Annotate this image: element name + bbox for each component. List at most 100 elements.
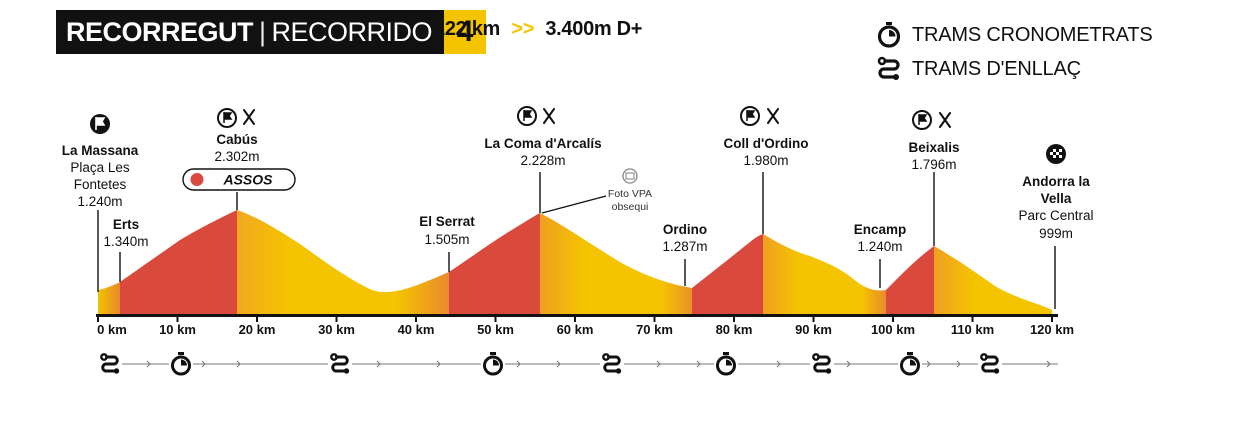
axis-tick-label: 120 km xyxy=(1030,322,1074,337)
point-altitude: 1.980m xyxy=(743,153,788,168)
direction-arrow xyxy=(696,360,701,368)
route-icon xyxy=(600,352,624,376)
point-coll-dordino: Coll d'Ordino 1.980m xyxy=(724,106,809,168)
point-name: La Massana xyxy=(62,143,139,158)
transfer-segment-5 xyxy=(934,246,1052,314)
point-el-serrat: El Serrat 1.505m xyxy=(419,214,475,247)
timed-segment-2 xyxy=(449,213,540,314)
stopwatch-icon xyxy=(898,352,922,376)
point-name: Vella xyxy=(1041,191,1072,206)
camera-icon xyxy=(622,168,638,184)
transfer-segment-4 xyxy=(763,234,886,314)
photo-point: Foto VPA obsequi xyxy=(608,168,652,213)
point-cabus: Cabús 2.302m ASSOS xyxy=(182,108,296,191)
segment-strip xyxy=(98,352,1058,376)
point-la-massana: La Massana Plaça Les Fontetes 1.240m xyxy=(62,114,139,209)
axis-tick-label: 90 km xyxy=(795,322,832,337)
direction-arrow xyxy=(776,360,781,368)
sponsor-badge: ASSOS xyxy=(182,168,296,191)
point-ordino: Ordino 1.287m xyxy=(662,222,707,254)
axis-tick-label: 70 km xyxy=(636,322,673,337)
point-name: Ordino xyxy=(663,222,707,237)
legend: TRAMS CRONOMETRATS TRAMS D'ENLLAÇ xyxy=(876,18,1153,86)
legend-transfer: TRAMS D'ENLLAÇ xyxy=(876,52,1152,86)
direction-arrow xyxy=(516,360,521,368)
point-name: Parc Central xyxy=(1018,208,1093,223)
timed-segment-4 xyxy=(886,246,934,314)
legend-timed: TRAMS CRONOMETRATS xyxy=(876,18,1153,52)
photo-note-line: obsequi xyxy=(612,201,649,213)
title-main: RECORREGUT xyxy=(66,16,254,47)
axis-tick-label: 30 km xyxy=(318,322,355,337)
stopwatch-icon xyxy=(169,352,193,376)
axis-tick-label: 110 km xyxy=(951,322,994,337)
title-separator: | xyxy=(259,16,266,47)
route-icon xyxy=(98,352,122,376)
food-icon xyxy=(939,112,951,128)
point-name: Encamp xyxy=(854,222,907,237)
timed-segment-3 xyxy=(692,234,763,314)
point-altitude: 1.240m xyxy=(857,239,902,254)
point-altitude: 1.796m xyxy=(911,157,956,172)
timed-segment-1 xyxy=(120,210,237,314)
direction-arrow xyxy=(236,360,241,368)
legend-transfer-label: TRAMS D'ENLLAÇ xyxy=(912,57,1081,80)
stage-stats: 122 km >> 3.400m D+ xyxy=(434,18,642,41)
direction-arrow xyxy=(376,360,381,368)
point-name: El Serrat xyxy=(419,214,475,229)
axis-tick-label: 50 km xyxy=(477,322,514,337)
axis-tick-label: 60 km xyxy=(557,322,594,337)
direction-arrow xyxy=(956,360,961,368)
sponsor-name: ASSOS xyxy=(222,172,273,188)
transfer-segment-3 xyxy=(540,213,692,314)
legend-timed-label: TRAMS CRONOMETRATS xyxy=(912,23,1153,46)
distance-value: 122 km xyxy=(434,18,501,40)
point-altitude: 2.228m xyxy=(520,153,565,168)
route-icon xyxy=(877,56,900,80)
stopwatch-icon xyxy=(481,352,505,376)
axis-tick-labels: 0 km 10 km 20 km 30 km 40 km 50 km 60 km 70 km 8… xyxy=(97,322,1074,337)
point-altitude: 1.340m xyxy=(103,234,148,249)
point-name: Cabús xyxy=(216,132,257,147)
point-name: Andorra la xyxy=(1022,174,1090,189)
axis-tick-label: 10 km xyxy=(159,322,196,337)
axis-tick-label: 0 km xyxy=(97,322,127,337)
stage-title-bar: RECORREGUT | RECORRIDO 4 xyxy=(56,10,487,54)
checkpoint-flag-icon xyxy=(217,108,237,128)
point-altitude: 1.287m xyxy=(662,239,707,254)
point-leader-lines xyxy=(97,172,1056,309)
checkpoint-flag-icon xyxy=(517,106,537,126)
point-name: Fontetes xyxy=(74,177,127,192)
point-erts: Erts 1.340m xyxy=(103,217,148,249)
route-icon xyxy=(328,352,352,376)
point-beixalis: Beixalis 1.796m xyxy=(908,110,960,172)
direction-arrow xyxy=(846,360,851,368)
route-icon xyxy=(978,352,1002,376)
point-altitude: 2.302m xyxy=(214,149,259,164)
checkpoint-flag-icon xyxy=(912,110,932,130)
axis-tick-label: 20 km xyxy=(239,322,276,337)
stage-number-badge: 4 xyxy=(444,10,487,54)
direction-arrow xyxy=(436,360,441,368)
point-name: Erts xyxy=(113,217,139,232)
point-altitude: 1.505m xyxy=(424,232,469,247)
axis-tick-label: 100 km xyxy=(871,322,915,337)
point-name: Coll d'Ordino xyxy=(724,136,809,151)
direction-arrow xyxy=(146,360,151,368)
stage-title: RECORREGUT | RECORRIDO xyxy=(56,10,445,54)
point-name: La Coma d'Arcalís xyxy=(484,136,601,151)
direction-arrow xyxy=(556,360,561,368)
point-name: Plaça Les xyxy=(70,160,130,175)
food-icon xyxy=(243,109,255,125)
axis-tick-label: 80 km xyxy=(716,322,753,337)
transfer-segment-1 xyxy=(98,282,120,314)
arrows-separator: >> xyxy=(511,18,535,40)
transfer-segment-2 xyxy=(237,210,449,314)
axis-tick-marks xyxy=(97,316,1053,322)
point-andorra-la-vella: Andorra la Vella Parc Central 999m xyxy=(1018,144,1094,241)
point-la-coma: La Coma d'Arcalís 2.228m xyxy=(484,106,602,168)
direction-arrow xyxy=(1046,360,1051,368)
axis-tick-label: 40 km xyxy=(398,322,435,337)
photo-note-line: Foto VPA xyxy=(608,188,652,200)
point-encamp: Encamp 1.240m xyxy=(854,222,907,254)
